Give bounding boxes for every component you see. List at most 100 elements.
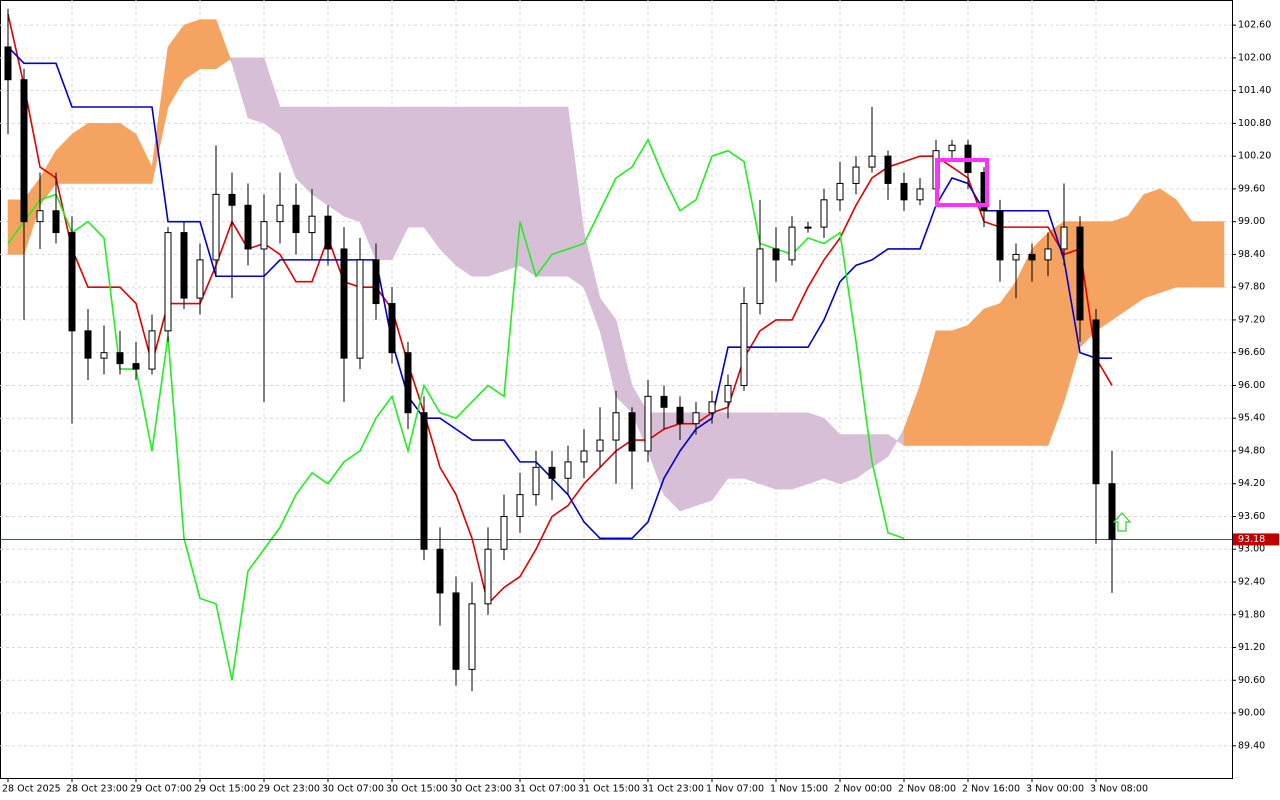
candle-body xyxy=(1028,253,1036,261)
x-tick-label: 28 Oct 23:00 xyxy=(66,784,128,795)
candle-body xyxy=(836,182,844,201)
y-tick-label: 95.40 xyxy=(1238,413,1265,424)
candle-body xyxy=(196,259,204,299)
y-tick-label: 102.00 xyxy=(1238,52,1271,63)
candle-body xyxy=(404,352,412,414)
cloud-segment xyxy=(1095,221,1113,332)
cloud-segment xyxy=(1207,221,1225,288)
candle-body xyxy=(548,466,556,479)
candle-body xyxy=(276,204,284,223)
x-tick-label: 30 Oct 23:00 xyxy=(450,784,512,795)
cloud-segment xyxy=(1191,221,1209,288)
candle-body xyxy=(452,592,460,670)
candle-body xyxy=(596,439,604,452)
y-tick-label: 93.60 xyxy=(1238,511,1265,522)
x-tick-label: 29 Oct 23:00 xyxy=(258,784,320,795)
y-tick-label: 89.40 xyxy=(1238,740,1265,751)
candle-body xyxy=(436,548,444,594)
y-tick-label: 102.60 xyxy=(1238,20,1271,31)
buy-arrow xyxy=(1112,512,1132,532)
candle-body xyxy=(388,303,396,354)
x-tick-label: 30 Oct 07:00 xyxy=(322,784,384,795)
cloud-segment xyxy=(999,280,1017,446)
candle-body xyxy=(260,221,268,250)
candle-body xyxy=(1076,226,1084,321)
cloud-segment xyxy=(775,412,793,490)
candle-body xyxy=(1092,319,1100,485)
candle-body xyxy=(100,352,108,359)
cloud-segment xyxy=(951,324,969,446)
cloud-segment xyxy=(759,412,777,490)
x-tick-label: 31 Oct 23:00 xyxy=(642,784,704,795)
candle-body xyxy=(484,548,492,605)
cloud-segment xyxy=(935,330,953,446)
cloud-segment xyxy=(455,106,473,277)
cloud-segment xyxy=(375,106,393,261)
cloud-segment xyxy=(1015,248,1033,446)
y-tick-label: 97.20 xyxy=(1238,314,1265,325)
candle-body xyxy=(996,210,1004,261)
cloud-segment xyxy=(407,106,425,228)
candle-body xyxy=(948,144,956,152)
candle-body xyxy=(324,215,332,250)
candle-body xyxy=(4,46,12,81)
x-tick-label: 1 Nov 07:00 xyxy=(706,784,764,795)
cloud-segment xyxy=(727,412,745,479)
cloud-segment xyxy=(311,106,329,206)
y-tick-label: 96.00 xyxy=(1238,380,1265,391)
candle-body xyxy=(692,412,700,425)
candle-body xyxy=(356,259,364,359)
cloud-segment xyxy=(791,412,809,490)
x-tick-label: 28 Oct 2025 xyxy=(2,784,61,795)
cloud-segment xyxy=(119,122,137,184)
cloud-segment xyxy=(71,122,89,184)
y-tick-label: 101.40 xyxy=(1238,85,1271,96)
candle-body xyxy=(20,79,28,223)
candle-body xyxy=(612,412,620,441)
y-tick-label: 100.20 xyxy=(1238,151,1271,162)
x-tick-label: 3 Nov 08:00 xyxy=(1090,784,1148,795)
cloud-segment xyxy=(1159,188,1177,294)
cloud-segment xyxy=(983,303,1001,446)
candle-body xyxy=(36,210,44,223)
candle-body xyxy=(340,248,348,359)
candle-body xyxy=(372,259,380,305)
cloud-segment xyxy=(487,106,505,277)
y-tick-label: 94.20 xyxy=(1238,478,1265,489)
indicator-lines xyxy=(0,14,1232,681)
candle-body xyxy=(772,248,780,261)
cloud-segment xyxy=(247,57,265,124)
y-tick-label: 100.80 xyxy=(1238,118,1271,129)
candle-body xyxy=(1012,253,1020,261)
cloud-segment xyxy=(807,412,825,485)
x-tick-label: 31 Oct 07:00 xyxy=(514,784,576,795)
candle-body xyxy=(132,363,140,370)
candle-body xyxy=(564,461,572,479)
y-tick-label: 96.60 xyxy=(1238,347,1265,358)
cloud xyxy=(7,19,1225,512)
candle-body xyxy=(756,248,764,305)
candle-body xyxy=(820,199,828,228)
candle-body xyxy=(1108,483,1116,540)
y-tick-label: 99.00 xyxy=(1238,216,1265,227)
candle-body xyxy=(868,155,876,168)
candle-body xyxy=(1044,248,1052,261)
candle-body xyxy=(420,412,428,550)
price-tag xyxy=(1233,533,1279,546)
cloud-segment xyxy=(1111,215,1129,321)
y-tick-label: 91.20 xyxy=(1238,642,1265,653)
candle-body xyxy=(84,330,92,359)
y-tick-label: 90.00 xyxy=(1238,708,1265,719)
candle-body xyxy=(68,232,76,332)
cloud-segment xyxy=(103,123,121,184)
candle-body xyxy=(804,226,812,229)
candle-body xyxy=(724,384,732,403)
candle-body xyxy=(52,210,60,234)
cloud-segment xyxy=(327,106,345,217)
candle-body xyxy=(660,395,668,408)
candle-body xyxy=(580,450,588,463)
candle-body xyxy=(468,603,476,670)
indicator-line xyxy=(7,137,905,681)
axes: 102.60 102.00 101.40 100.80 100.20 99.60 99.00… xyxy=(2,20,1279,795)
y-tick-label: 92.40 xyxy=(1238,576,1265,587)
